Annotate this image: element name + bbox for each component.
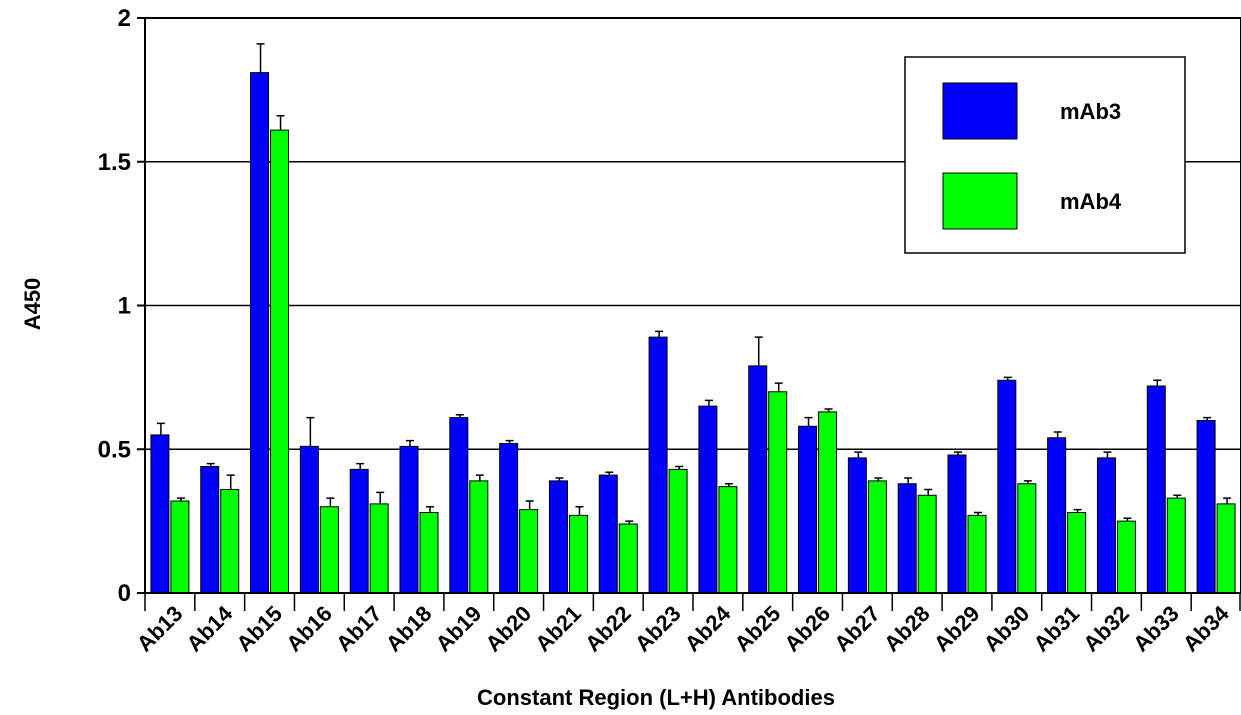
bar-mab4-ab25 <box>768 391 788 594</box>
bar-mab3-ab20 <box>499 443 519 594</box>
y-tick-label: 0 <box>118 580 131 607</box>
bar-mab3-ab32 <box>1096 457 1116 594</box>
x-axis-title: Constant Region (L+H) Antibodies <box>477 685 835 710</box>
bar-mab4-ab34 <box>1216 503 1236 594</box>
x-tick-label: Ab32 <box>1078 601 1134 657</box>
x-tick-label: Ab23 <box>630 601 686 657</box>
x-tick-label: Ab19 <box>431 601 487 657</box>
bar-mab3-ab34 <box>1196 420 1216 594</box>
bar-mab4-ab27 <box>867 480 887 594</box>
x-tick-label: Ab21 <box>530 601 586 657</box>
bar-mab3-ab30 <box>997 379 1017 594</box>
bar-mab3-ab18 <box>399 445 419 594</box>
y-tick-label: 2 <box>118 5 131 32</box>
bar-mab4-ab31 <box>1067 512 1087 594</box>
bar-mab3-ab31 <box>1047 437 1067 594</box>
bar-mab3-ab28 <box>897 483 917 594</box>
bar-mab4-ab19 <box>469 480 489 594</box>
bar-mab4-ab13 <box>170 500 190 594</box>
y-axis-title: A450 <box>20 278 45 331</box>
x-tick-label: Ab28 <box>879 601 935 657</box>
x-tick-label: Ab27 <box>829 601 885 657</box>
bar-mab3-ab26 <box>798 425 818 594</box>
bar-mab4-ab32 <box>1116 520 1136 594</box>
bar-mab3-ab19 <box>449 417 469 594</box>
bar-mab4-ab33 <box>1166 497 1186 594</box>
bar-mab4-ab15 <box>270 129 290 594</box>
bar-mab4-ab21 <box>568 514 588 594</box>
bar-mab3-ab23 <box>648 336 668 594</box>
bar-mab3-ab17 <box>349 468 369 594</box>
bar-mab4-ab28 <box>917 494 937 594</box>
bar-mab3-ab25 <box>748 365 768 594</box>
legend: mAb3 mAb4 <box>904 56 1186 254</box>
bar-mab4-ab20 <box>519 509 539 594</box>
x-axis: Ab13Ab14Ab15Ab16Ab17Ab18Ab19Ab20Ab21Ab22… <box>132 593 1241 657</box>
bar-mab4-ab22 <box>618 523 638 594</box>
y-tick-label: 1.5 <box>98 149 131 176</box>
bar-mab4-ab26 <box>818 411 838 594</box>
legend-label-mab4: mAb4 <box>1060 189 1122 214</box>
x-tick-label: Ab26 <box>779 601 835 657</box>
x-tick-label: Ab15 <box>231 601 287 657</box>
x-tick-label: Ab13 <box>132 601 188 657</box>
x-tick-label: Ab30 <box>979 601 1035 657</box>
bar-mab3-ab15 <box>250 72 270 594</box>
y-tick-label: 1 <box>118 293 131 320</box>
bar-mab3-ab27 <box>847 457 867 594</box>
legend-swatch-mab3 <box>942 82 1018 140</box>
legend-label-mab3: mAb3 <box>1060 99 1121 124</box>
bar-mab3-ab29 <box>947 454 967 594</box>
x-tick-label: Ab14 <box>182 600 238 656</box>
bar-mab4-ab29 <box>967 514 987 594</box>
bar-mab3-ab22 <box>598 474 618 594</box>
x-tick-label: Ab24 <box>680 600 736 656</box>
bars <box>150 43 1236 594</box>
x-tick-label: Ab33 <box>1128 601 1184 657</box>
bar-mab4-ab18 <box>419 512 439 594</box>
x-tick-label: Ab34 <box>1178 600 1234 656</box>
x-tick-label: Ab29 <box>929 601 985 657</box>
bar-mab3-ab16 <box>299 445 319 594</box>
y-axis: 0 0.5 1 1.5 2 <box>98 5 145 607</box>
x-tick-label: Ab16 <box>281 601 337 657</box>
legend-swatch-mab4 <box>942 172 1018 230</box>
bar-mab3-ab13 <box>150 434 170 594</box>
bar-mab3-ab14 <box>200 466 220 594</box>
x-tick-label: Ab18 <box>381 601 437 657</box>
x-tick-label: Ab20 <box>480 601 536 657</box>
bar-mab4-ab23 <box>668 468 688 594</box>
bar-mab4-ab17 <box>369 503 389 594</box>
bar-mab3-ab21 <box>548 480 568 594</box>
bar-mab4-ab30 <box>1017 483 1037 594</box>
x-tick-label: Ab22 <box>580 601 636 657</box>
bar-mab4-ab14 <box>220 489 240 594</box>
bar-mab4-ab24 <box>718 486 738 594</box>
x-tick-label: Ab17 <box>331 601 387 657</box>
y-tick-label: 0.5 <box>98 436 131 463</box>
bar-mab4-ab16 <box>319 506 339 594</box>
x-tick-label: Ab31 <box>1028 601 1084 657</box>
x-tick-label: Ab25 <box>730 601 786 657</box>
bar-mab3-ab24 <box>698 405 718 594</box>
bar-mab3-ab33 <box>1146 385 1166 594</box>
